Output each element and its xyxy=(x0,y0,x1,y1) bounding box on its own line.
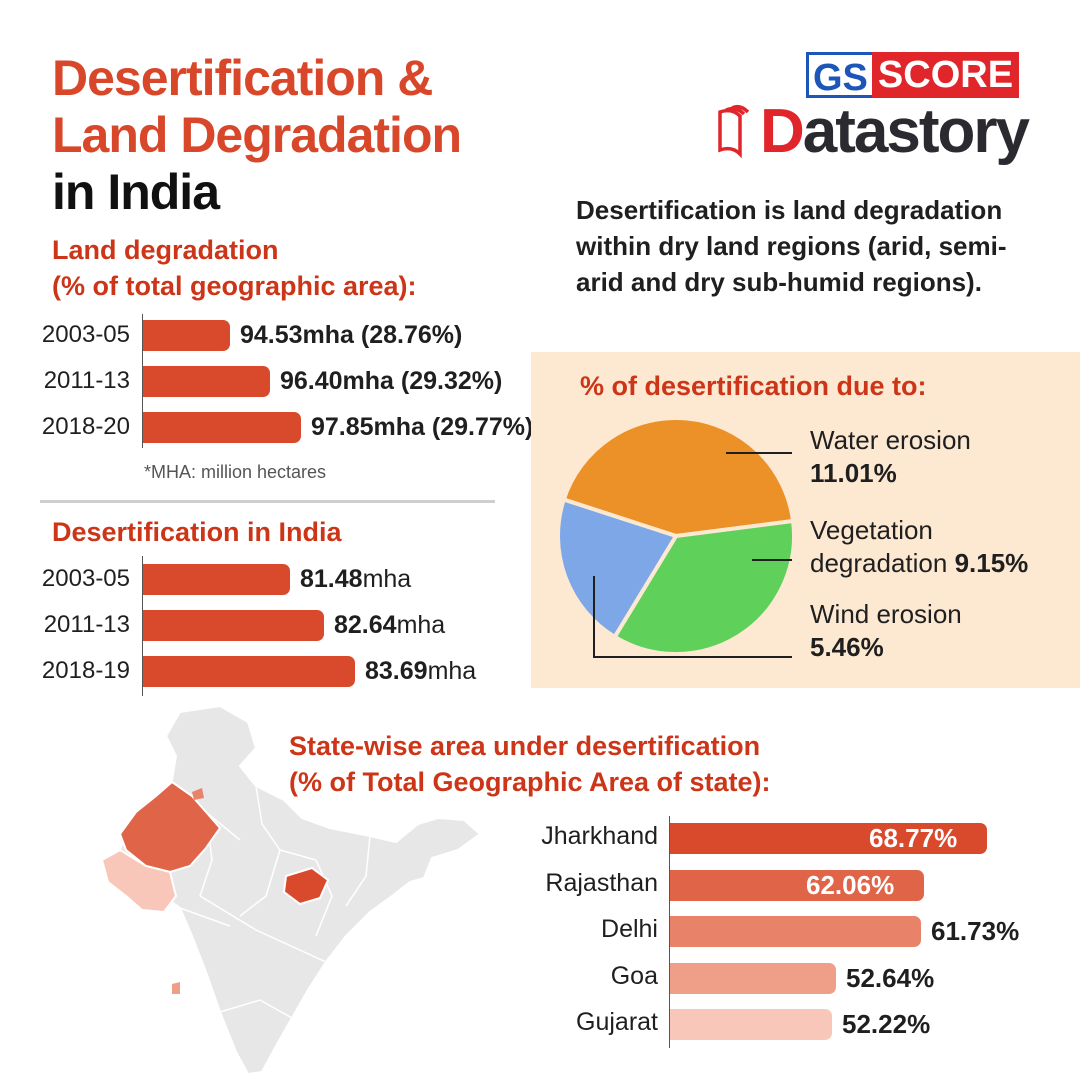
state-value-label: 52.22% xyxy=(842,1009,931,1039)
logo-gs-text: GS xyxy=(806,52,872,99)
bar-value-label: 94.53mha (28.76%) xyxy=(240,321,462,350)
wind-erosion-name: Wind erosion xyxy=(810,599,962,629)
land-degradation-axis xyxy=(142,314,143,448)
bar xyxy=(143,610,324,641)
logo-wordmark: Datastory xyxy=(760,96,1030,168)
state-value-label: 61.73% xyxy=(931,916,1020,946)
section-divider xyxy=(40,500,495,503)
state-chart-subtitle: (% of Total Geographic Area of state): xyxy=(289,767,771,797)
wind-leader-line xyxy=(593,576,792,658)
bar-value-label: 81.48mha xyxy=(300,565,411,594)
bar-value-label: 97.85mha (29.77%) xyxy=(311,413,533,442)
state-value-label: 52.64% xyxy=(846,962,935,993)
year-label: 2018-19 xyxy=(41,657,130,684)
logo-score-text: SCORE xyxy=(871,52,1020,98)
gs-score-logo: GS SCORE xyxy=(806,52,1020,99)
title-line-1: Desertification & xyxy=(52,50,433,106)
state-value-label: 62.06% xyxy=(806,869,895,900)
title-line-3: in India xyxy=(52,164,220,220)
water-erosion-slice xyxy=(561,416,796,539)
bar xyxy=(143,320,230,351)
water-erosion-name: Water erosion xyxy=(810,425,971,455)
india-map xyxy=(100,704,482,1076)
state-chart-axis xyxy=(669,816,670,1048)
bar-value-label: 96.40mha (29.32%) xyxy=(280,367,502,396)
desertification-axis xyxy=(142,556,143,696)
land-degradation-title: Land degradation xyxy=(52,235,279,265)
bar xyxy=(143,656,355,687)
state-bar xyxy=(670,962,836,994)
bar xyxy=(143,564,290,595)
vegetation-degradation-label: Vegetation degradation 9.15% xyxy=(810,514,1028,580)
bar-value-label: 83.69mha xyxy=(365,657,476,686)
bar xyxy=(143,412,301,443)
goa-shape xyxy=(172,982,180,994)
bar-value: 96.40mha xyxy=(280,367,394,395)
bar-percent: (29.32%) xyxy=(393,367,503,395)
year-label: 2011-13 xyxy=(43,611,130,638)
desertification-title: Desertification in India xyxy=(52,517,342,547)
wind-erosion-slice xyxy=(556,497,680,640)
bar-value: 82.64 xyxy=(334,611,397,639)
vegetation-slice xyxy=(611,518,796,656)
book-pages-icon xyxy=(718,104,750,159)
pie-title: % of desertification due to: xyxy=(580,371,927,401)
state-label: Goa xyxy=(610,961,658,990)
year-label: 2018-20 xyxy=(41,413,130,440)
bar-value: 94.53mha xyxy=(240,321,354,349)
water-erosion-value: 11.01% xyxy=(810,458,897,488)
page-title: Desertification & Land Degradation in In… xyxy=(52,50,462,221)
state-label: Gujarat xyxy=(576,1008,658,1036)
logo-initial: D xyxy=(760,97,805,166)
logo-word-rest: atastory xyxy=(802,97,1030,166)
year-label: 2011-13 xyxy=(43,367,130,394)
state-bar xyxy=(670,1009,832,1040)
water-erosion-label: Water erosion 11.01% xyxy=(810,424,971,490)
year-label: 2003-05 xyxy=(41,565,130,592)
bar-percent: (29.77%) xyxy=(424,413,534,441)
vegetation-value: 9.15% xyxy=(954,548,1029,578)
bar-value: 81.48 xyxy=(300,565,363,593)
vegetation-name-line1: Vegetation xyxy=(810,515,933,545)
wind-erosion-label: Wind erosion 5.46% xyxy=(810,598,962,664)
bar-unit: mha xyxy=(427,657,477,685)
state-bar xyxy=(670,916,921,947)
state-chart-title: State-wise area under desertification xyxy=(289,731,761,761)
land-degradation-subtitle: (% of total geographic area): xyxy=(52,271,417,301)
jharkhand-shape xyxy=(282,866,330,906)
wind-erosion-value: 5.46% xyxy=(810,632,884,662)
state-label: Rajasthan xyxy=(545,868,658,897)
state-value-label: 68.77% xyxy=(869,823,958,853)
state-label: Jharkhand xyxy=(541,822,658,850)
year-label: 2003-05 xyxy=(41,321,130,348)
bar-value-label: 82.64mha xyxy=(334,611,445,640)
definition-text: Desertification is land degradation with… xyxy=(576,195,1007,297)
rajasthan-shape xyxy=(118,780,222,874)
state-bar xyxy=(670,869,924,901)
bar xyxy=(143,366,270,397)
bar-unit: mha xyxy=(362,565,412,593)
datastory-logo: Datastory xyxy=(716,96,1056,168)
bar-unit: mha xyxy=(396,611,446,639)
gujarat-shape xyxy=(100,848,178,914)
title-line-2: Land Degradation xyxy=(52,107,462,163)
bar-value: 83.69 xyxy=(365,657,428,685)
bar-percent: (28.76%) xyxy=(353,321,463,349)
mha-footnote: *MHA: million hectares xyxy=(144,462,327,482)
bar-value: 97.85mha xyxy=(311,413,425,441)
state-label: Delhi xyxy=(601,915,658,943)
vegetation-name-line2: degradation xyxy=(810,548,948,578)
delhi-shape xyxy=(192,788,204,800)
state-bar xyxy=(670,823,987,854)
